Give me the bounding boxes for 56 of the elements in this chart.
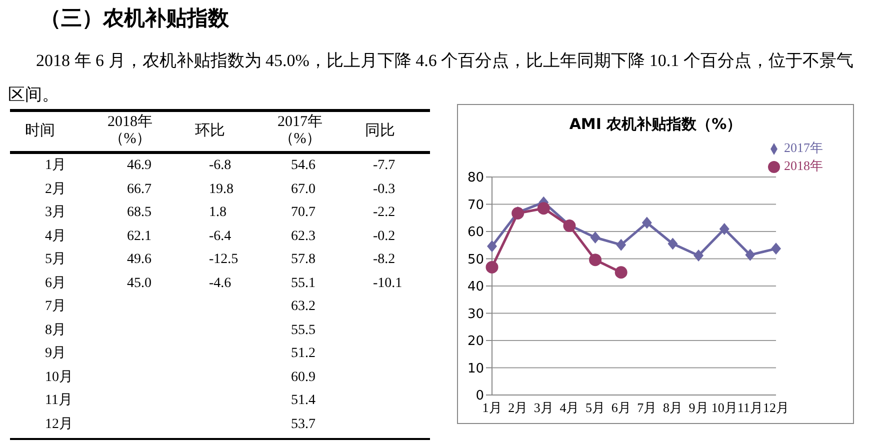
y-tick-label: 40 [467,280,484,295]
category-label: 6月 45.0 -4.6 55.1 -10.1 [45,276,402,290]
category-label: 9月 51.2 [45,346,316,361]
text: （三）农机补贴指数 [40,5,229,32]
category-label: 4月 62.1 -6.4 62.3 -0.2 [45,228,396,244]
y-tick-label: 20 [467,334,484,350]
y-tick-label: 70 [467,198,484,213]
point [590,231,600,244]
point [614,266,628,279]
point [771,242,781,255]
x-tick-label: 10月 [711,400,738,416]
point [616,238,626,251]
point [694,249,704,262]
category-label: 3月 68.5 1.8 70.7 -2.2 [45,205,396,220]
category-label: 5月 49.6 -12.5 57.8 -8.2 [45,252,396,267]
category-label: 12月 53.7 [45,416,316,432]
x-tick-label: 5月 [586,400,606,416]
x-tick-label: 8月 [662,400,682,416]
point [589,254,602,266]
point [719,223,730,236]
chart-title: AMI 农机补贴指数（%） [568,115,743,134]
y-tick-label: 60 [467,225,484,240]
point [668,238,678,250]
text: 2018 年 6 月，农机补贴指数为 45.0%，比上月下降 4.6 个百分点，比上年同期下降 10.1 个百分点，位于不景气区间。 [8,50,854,106]
x-tick-label: 1月 [482,400,502,416]
point [745,248,756,261]
point [537,202,550,215]
x-tick-label: 4月 [560,400,580,416]
x-tick-label: 11月 [737,400,763,416]
y-tick-label: 30 [467,306,484,322]
category-label: 7月 63.2 [45,299,316,314]
legend-label: 2017年 [784,140,823,155]
x-tick-label: 7月 [637,400,657,416]
category-label: 2017年（%） [276,113,324,149]
x-tick-label: 12月 [763,400,789,416]
point [486,260,498,274]
x-tick-label: 2月 [508,400,528,416]
category-label: 2月 66.7 19.8 67.0 -0.3 [45,182,396,196]
y-tick-label: 10 [467,361,484,376]
x-tick-label: 9月 [688,400,708,416]
category-label: 时间 [24,122,56,140]
category-label: 11月 51.4 [45,393,316,408]
point [487,240,497,252]
category-label: 8月 55.5 [45,322,316,338]
category-label: 环比 [194,122,226,140]
category-label: 1月 46.9 -6.8 54.6 -7.7 [45,158,396,173]
category-label: 同比 [364,122,396,140]
legend-label: 2018年 [784,158,823,173]
x-tick-label: 6月 [611,400,631,416]
y-tick-label: 0 [476,388,484,404]
y-tick-label: 50 [467,252,484,268]
y-tick-label: 80 [467,170,484,186]
x-tick-label: 3月 [534,400,554,416]
category-label: 2018年（%） [106,113,154,149]
category-label: 10月 60.9 [45,370,316,384]
point [642,216,652,229]
